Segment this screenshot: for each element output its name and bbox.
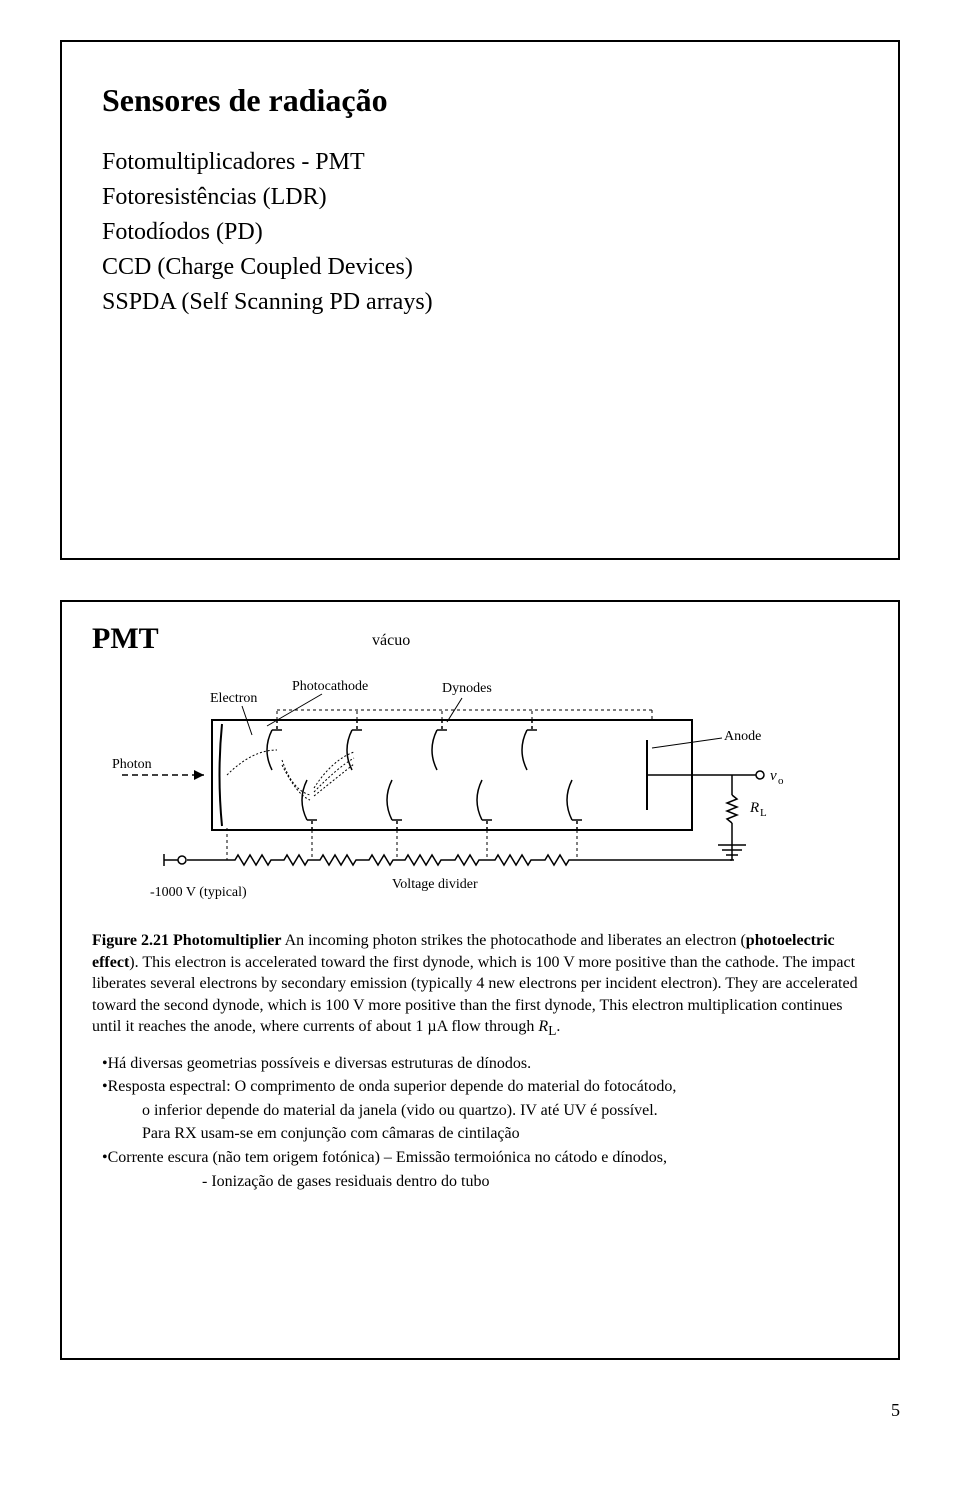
bullet-item: •Resposta espectral: O comprimento de on… <box>102 1076 868 1098</box>
list-item: SSPDA (Self Scanning PD arrays) <box>102 289 858 316</box>
label-vo-sub: o <box>778 775 784 787</box>
label-photocathode: Photocathode <box>292 679 368 694</box>
diagram-header: PMT vácuo <box>92 622 868 660</box>
label-rl-sub: L <box>760 807 767 819</box>
slide-2: PMT vácuo Photon Electron Photocathode D… <box>60 600 900 1360</box>
bullet-item: - Ionização de gases residuais dentro do… <box>202 1171 868 1193</box>
caption-text-1: An incoming photon strikes the photocath… <box>285 932 746 949</box>
pmt-schematic: Photon Electron Photocathode Dynodes <box>92 660 872 920</box>
slide-1-title: Sensores de radiação <box>102 82 858 119</box>
bullet-list: •Há diversas geometrias possíveis e dive… <box>92 1053 868 1193</box>
label-voltage: -1000 V (typical) <box>150 885 247 900</box>
slide-1: Sensores de radiação Fotomultiplicadores… <box>60 40 900 560</box>
figure-caption: Figure 2.21 Photomultiplier An incoming … <box>92 930 868 1041</box>
label-vo: v <box>770 768 777 784</box>
label-dynodes: Dynodes <box>442 681 492 696</box>
fig-label: Figure 2.21 Photomultiplier <box>92 932 281 949</box>
slide-1-list: Fotomultiplicadores - PMT Fotoresistênci… <box>102 149 858 316</box>
caption-rl: R <box>538 1018 548 1035</box>
dynodes-group <box>267 720 582 830</box>
bullet-item: •Corrente escura (não tem origem fotónic… <box>102 1147 868 1169</box>
pmt-heading: PMT <box>92 622 159 656</box>
caption-period: . <box>556 1018 560 1035</box>
bullet-item: o inferior depende do material da janela… <box>142 1100 868 1122</box>
bullet-item: Para RX usam-se em conjunção com câmaras… <box>142 1123 868 1145</box>
list-item: CCD (Charge Coupled Devices) <box>102 254 858 281</box>
list-item: Fotodíodos (PD) <box>102 219 858 246</box>
label-rl: R <box>749 800 759 816</box>
electron-paths <box>227 750 354 800</box>
label-voltage-divider: Voltage divider <box>392 877 478 892</box>
list-item: Fotoresistências (LDR) <box>102 184 858 211</box>
page-number: 5 <box>0 1400 900 1421</box>
list-item: Fotomultiplicadores - PMT <box>102 149 858 176</box>
caption-text-2: ). This electron is accelerated toward t… <box>92 954 858 1036</box>
voltage-divider <box>187 845 732 865</box>
vacuo-label: vácuo <box>372 632 410 650</box>
bullet-item: •Há diversas geometrias possíveis e dive… <box>102 1053 868 1075</box>
label-anode: Anode <box>724 729 761 744</box>
label-electron: Electron <box>210 691 257 706</box>
label-photon: Photon <box>112 757 152 772</box>
